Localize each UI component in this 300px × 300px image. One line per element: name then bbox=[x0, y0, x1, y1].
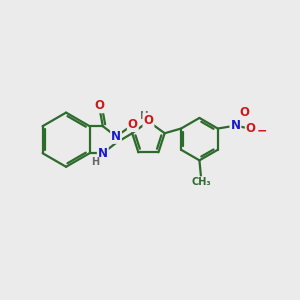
Text: N: N bbox=[111, 130, 121, 143]
Text: N: N bbox=[98, 147, 108, 160]
Text: CH₃: CH₃ bbox=[192, 177, 211, 187]
Text: −: − bbox=[257, 125, 267, 138]
Text: O: O bbox=[246, 122, 256, 135]
Text: O: O bbox=[128, 118, 138, 131]
Text: O: O bbox=[143, 114, 153, 127]
Text: N: N bbox=[230, 119, 240, 132]
Text: H: H bbox=[92, 157, 100, 167]
Text: H: H bbox=[140, 111, 148, 122]
Text: O: O bbox=[239, 106, 249, 119]
Text: +: + bbox=[238, 113, 246, 122]
Text: O: O bbox=[94, 99, 104, 112]
